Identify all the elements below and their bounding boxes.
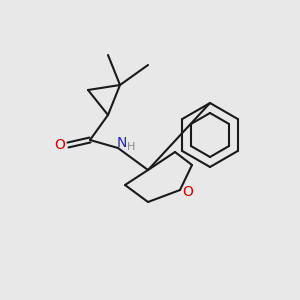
Text: O: O xyxy=(55,138,65,152)
Text: H: H xyxy=(127,142,135,152)
Text: O: O xyxy=(183,185,194,199)
Text: N: N xyxy=(117,136,127,150)
